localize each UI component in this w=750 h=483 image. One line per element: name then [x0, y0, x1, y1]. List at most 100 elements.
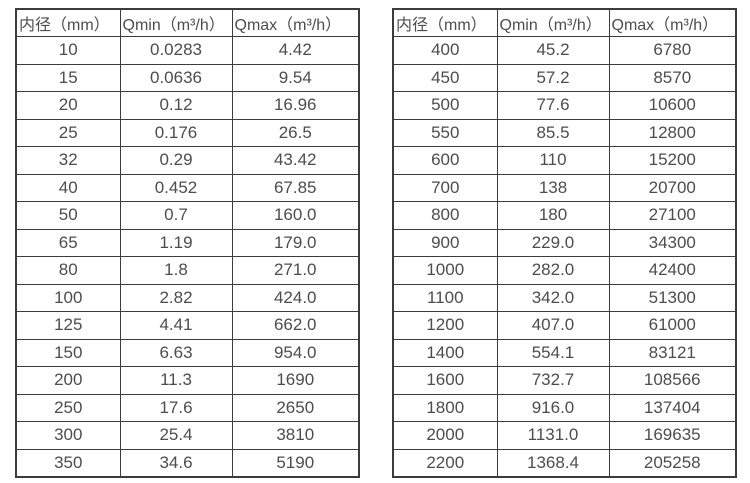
table-cell: 179.0 — [231, 228, 360, 257]
header-qmin: Qmin（m³/h） — [496, 8, 610, 37]
header-qmin: Qmin（m³/h） — [119, 8, 233, 37]
table-cell: 138 — [496, 173, 610, 202]
table-cell: 954.0 — [231, 338, 360, 367]
table-cell: 1100 — [392, 283, 498, 312]
header-row: 内径（mm） Qmin（m³/h） Qmax（m³/h） — [392, 8, 737, 37]
table-cell: 169635 — [608, 421, 737, 450]
table-cell: 137404 — [608, 393, 737, 422]
table-cell: 160.0 — [231, 201, 360, 230]
tables-container: 内径（mm） Qmin（m³/h） Qmax（m³/h） 10 0.0283 4.4… — [15, 8, 737, 478]
table-cell: 40 — [15, 173, 121, 202]
table-cell: 1131.0 — [496, 421, 610, 450]
table-row: 500 77.6 10600 — [392, 91, 737, 120]
table-row: 300 25.4 3810 — [15, 421, 360, 450]
table-row: 32 0.29 43.42 — [15, 146, 360, 175]
table-cell: 600 — [392, 146, 498, 175]
table-cell: 180 — [496, 201, 610, 230]
table-cell: 20700 — [608, 173, 737, 202]
table-cell: 6780 — [608, 36, 737, 65]
table-cell: 4.42 — [231, 36, 360, 65]
table-row: 250 17.6 2650 — [15, 393, 360, 422]
table-cell: 43.42 — [231, 146, 360, 175]
table-cell: 8570 — [608, 63, 737, 92]
table-cell: 51300 — [608, 283, 737, 312]
table-cell: 150 — [15, 338, 121, 367]
table-cell: 110 — [496, 146, 610, 175]
table-cell: 77.6 — [496, 91, 610, 120]
table-cell: 65 — [15, 228, 121, 257]
table-cell: 550 — [392, 118, 498, 147]
table-cell: 25.4 — [119, 421, 233, 450]
table-cell: 500 — [392, 91, 498, 120]
table-row: 1400 554.1 83121 — [392, 338, 737, 367]
table-cell: 0.0636 — [119, 63, 233, 92]
table-cell: 1368.4 — [496, 448, 610, 478]
table-cell: 1400 — [392, 338, 498, 367]
table-row: 125 4.41 662.0 — [15, 311, 360, 340]
table-row: 1200 407.0 61000 — [392, 311, 737, 340]
table-cell: 250 — [15, 393, 121, 422]
table-row: 900 229.0 34300 — [392, 228, 737, 257]
table-row: 150 6.63 954.0 — [15, 338, 360, 367]
table-cell: 4.41 — [119, 311, 233, 340]
table-cell: 34300 — [608, 228, 737, 257]
table-row: 350 34.6 5190 — [15, 448, 360, 478]
table-cell: 1800 — [392, 393, 498, 422]
table-cell: 700 — [392, 173, 498, 202]
table-cell: 2000 — [392, 421, 498, 450]
table-cell: 1000 — [392, 256, 498, 285]
table-cell: 67.85 — [231, 173, 360, 202]
table-row: 50 0.7 160.0 — [15, 201, 360, 230]
table-cell: 17.6 — [119, 393, 233, 422]
table-cell: 662.0 — [231, 311, 360, 340]
table-row: 1000 282.0 42400 — [392, 256, 737, 285]
table-cell: 282.0 — [496, 256, 610, 285]
table-cell: 61000 — [608, 311, 737, 340]
table-cell: 10 — [15, 36, 121, 65]
table-cell: 125 — [15, 311, 121, 340]
table-row: 10 0.0283 4.42 — [15, 36, 360, 65]
table-cell: 2650 — [231, 393, 360, 422]
table-cell: 50 — [15, 201, 121, 230]
table-cell: 15 — [15, 63, 121, 92]
table-cell: 45.2 — [496, 36, 610, 65]
table-cell: 0.452 — [119, 173, 233, 202]
table-cell: 9.54 — [231, 63, 360, 92]
table-row: 15 0.0636 9.54 — [15, 63, 360, 92]
table-row: 65 1.19 179.0 — [15, 228, 360, 257]
table-row: 450 57.2 8570 — [392, 63, 737, 92]
table-cell: 83121 — [608, 338, 737, 367]
table-row: 400 45.2 6780 — [392, 36, 737, 65]
table-cell: 300 — [15, 421, 121, 450]
table-cell: 10600 — [608, 91, 737, 120]
table-cell: 1.8 — [119, 256, 233, 285]
table-cell: 205258 — [608, 448, 737, 478]
table-cell: 1600 — [392, 366, 498, 395]
table-cell: 57.2 — [496, 63, 610, 92]
table-cell: 15200 — [608, 146, 737, 175]
table-row: 200 11.3 1690 — [15, 366, 360, 395]
table-cell: 27100 — [608, 201, 737, 230]
flow-spec-table-right: 内径（mm） Qmin（m³/h） Qmax（m³/h） 400 45.2 6780… — [392, 8, 737, 478]
table-row: 700 138 20700 — [392, 173, 737, 202]
table-cell: 200 — [15, 366, 121, 395]
table-cell: 32 — [15, 146, 121, 175]
table-cell: 1690 — [231, 366, 360, 395]
table-cell: 271.0 — [231, 256, 360, 285]
header-row: 内径（mm） Qmin（m³/h） Qmax（m³/h） — [15, 8, 360, 37]
table-cell: 900 — [392, 228, 498, 257]
table-cell: 1200 — [392, 311, 498, 340]
table-cell: 916.0 — [496, 393, 610, 422]
table-row: 25 0.176 26.5 — [15, 118, 360, 147]
table-cell: 25 — [15, 118, 121, 147]
flow-spec-table-left: 内径（mm） Qmin（m³/h） Qmax（m³/h） 10 0.0283 4.4… — [15, 8, 360, 478]
table-row: 40 0.452 67.85 — [15, 173, 360, 202]
table-cell: 100 — [15, 283, 121, 312]
table-cell: 0.176 — [119, 118, 233, 147]
table-cell: 0.7 — [119, 201, 233, 230]
table-row: 20 0.12 16.96 — [15, 91, 360, 120]
table-cell: 34.6 — [119, 448, 233, 478]
table-row: 1100 342.0 51300 — [392, 283, 737, 312]
table-cell: 12800 — [608, 118, 737, 147]
